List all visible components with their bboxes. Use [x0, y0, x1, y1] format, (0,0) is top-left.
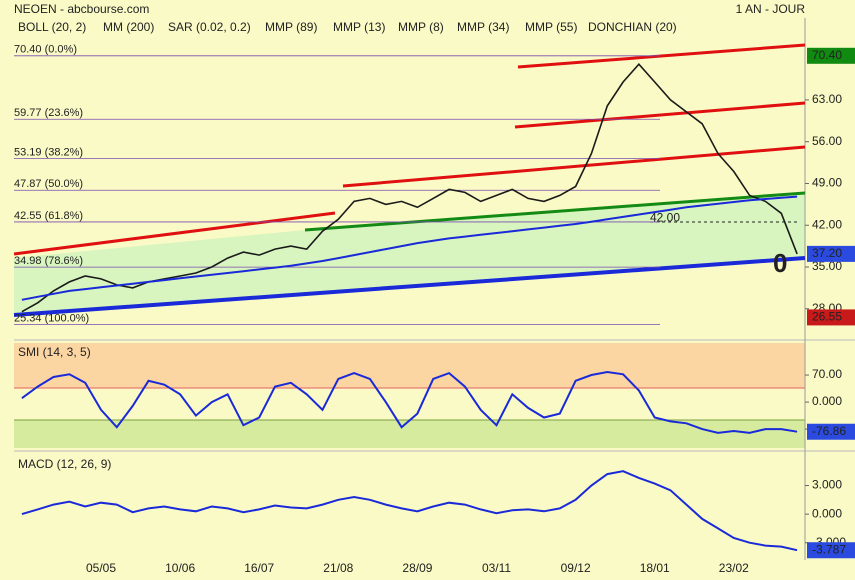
- x-tick-label: 18/01: [640, 561, 670, 575]
- y-tick-label: 70.00: [812, 367, 842, 381]
- price-tag-label: 37.20: [812, 246, 842, 260]
- fib-label: 70.40 (0.0%): [14, 44, 77, 56]
- channel-line: [517, 43, 806, 69]
- x-tick-label: 21/08: [323, 561, 353, 575]
- legend-entry: MMP (89): [265, 20, 317, 34]
- y-tick-label: 0.000: [812, 506, 842, 520]
- price-tag: [807, 423, 855, 440]
- page-title: NEOEN - abcbourse.com: [14, 2, 149, 16]
- x-tick-label: 16/07: [244, 561, 274, 575]
- x-tick-label: 10/06: [165, 561, 195, 575]
- fib-label: 53.19 (38.2%): [14, 146, 83, 158]
- zone-fill: [14, 193, 805, 315]
- panel-title: MACD (12, 26, 9): [18, 457, 111, 471]
- legend-entry: MMP (13): [333, 20, 385, 34]
- support-line: [13, 256, 806, 317]
- fib-label: 42.55 (61.8%): [14, 210, 83, 222]
- y-tick-label: 3.000: [812, 478, 842, 492]
- price-tag-label: -3.787: [812, 542, 846, 556]
- series-line: [21, 470, 798, 552]
- legend-entry: BOLL (20, 2): [18, 20, 86, 34]
- legend-entry: MM (200): [103, 20, 154, 34]
- x-tick-label: 05/05: [86, 561, 116, 575]
- annotation: 0: [773, 248, 787, 278]
- y-tick-label: 49.00: [812, 176, 842, 190]
- x-tick-label: 28/09: [402, 561, 432, 575]
- y-tick-label: 42.00: [812, 217, 842, 231]
- legend-entry: DONCHIAN (20): [588, 20, 677, 34]
- legend-entry: MMP (8): [398, 20, 444, 34]
- x-tick-label: 03/11: [482, 561, 511, 575]
- annotation: 42.00: [650, 210, 680, 224]
- y-tick-label: 63.00: [812, 92, 842, 106]
- x-tick-label: 09/12: [561, 561, 591, 575]
- x-tick-label: 23/02: [719, 561, 749, 575]
- price-tag: [807, 542, 855, 559]
- y-tick-label: 56.00: [812, 134, 842, 148]
- legend-entry: MMP (55): [525, 20, 577, 34]
- price-tag: [807, 245, 855, 262]
- price-tag-label: 26.55: [812, 310, 842, 324]
- price-tag-label: -76.86: [812, 424, 846, 438]
- fib-label: 59.77 (23.6%): [14, 107, 83, 119]
- y-tick-label: 35.00: [812, 259, 842, 273]
- price-tag-label: 70.40: [812, 48, 842, 62]
- chart-layer: BOLL (20, 2) MM (200) SAR (0.02, 0.2) MMP (…: [14, 20, 855, 575]
- series-line: [21, 370, 798, 434]
- smi-oversold-zone: [14, 420, 805, 448]
- smi-overbought-zone: [14, 343, 805, 388]
- fib-label: 25.34 (100.0%): [14, 313, 89, 325]
- legend-entry: SAR (0.02, 0.2): [168, 20, 251, 34]
- price-tag: [807, 47, 855, 64]
- period-label: 1 AN - JOUR: [736, 2, 806, 16]
- legend-entry: MMP (34): [457, 20, 509, 34]
- channel-line: [342, 145, 806, 188]
- series-line: [21, 195, 798, 301]
- channel-line: [13, 211, 336, 256]
- panel-title: SMI (14, 3, 5): [18, 345, 91, 359]
- price-tag: [807, 309, 855, 326]
- fib-label: 34.98 (78.6%): [14, 255, 83, 267]
- y-tick-label: 0.000: [812, 394, 842, 408]
- fib-label: 47.87 (50.0%): [14, 178, 83, 190]
- channel-line: [514, 101, 806, 129]
- trend-line: [304, 191, 806, 232]
